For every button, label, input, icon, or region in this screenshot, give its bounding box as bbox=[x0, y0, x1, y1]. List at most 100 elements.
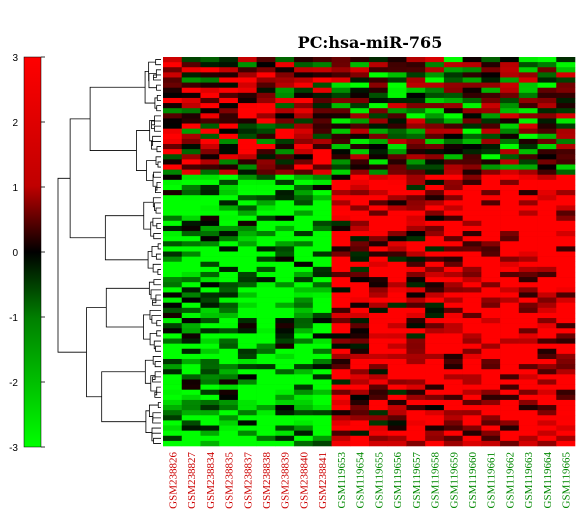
heatmap-cell bbox=[369, 410, 389, 416]
heatmap-cell bbox=[181, 57, 201, 63]
heatmap-cell bbox=[556, 261, 576, 268]
heatmap-cell bbox=[481, 297, 501, 303]
heatmap-cell bbox=[331, 271, 351, 278]
heatmap-cell bbox=[406, 333, 426, 339]
heatmap-cell bbox=[200, 256, 220, 263]
heatmap-cell bbox=[275, 323, 295, 329]
heatmap-cell bbox=[275, 374, 295, 380]
dendrogram-branch bbox=[152, 174, 157, 187]
heatmap-cell bbox=[500, 333, 520, 339]
heatmap-cell bbox=[312, 92, 332, 99]
heatmap-cell bbox=[387, 72, 407, 78]
heatmap-cell bbox=[256, 77, 276, 83]
heatmap-cell bbox=[181, 374, 201, 380]
heatmap-cell bbox=[537, 159, 557, 165]
heatmap-cell bbox=[500, 205, 520, 211]
heatmap-cell bbox=[425, 261, 445, 268]
heatmap-cell bbox=[369, 103, 389, 109]
heatmap-cell bbox=[425, 374, 445, 380]
heatmap-cell bbox=[406, 297, 426, 303]
column-label: GSM238827 bbox=[186, 452, 198, 509]
heatmap-cell bbox=[200, 358, 220, 365]
heatmap-cell bbox=[237, 384, 257, 390]
heatmap-cell bbox=[500, 97, 520, 104]
heatmap-cell bbox=[556, 399, 576, 406]
heatmap-cell bbox=[294, 149, 314, 155]
heatmap-cell bbox=[369, 282, 389, 288]
heatmap-cell bbox=[181, 312, 201, 319]
heatmap-cell bbox=[275, 246, 295, 252]
dendrogram-branch bbox=[156, 222, 161, 229]
heatmap-cell bbox=[256, 184, 276, 191]
heatmap-cell bbox=[331, 251, 351, 257]
heatmap-cell bbox=[237, 72, 257, 78]
heatmap-cell bbox=[331, 225, 351, 232]
heatmap-cell bbox=[181, 169, 201, 176]
heatmap-cell bbox=[537, 348, 557, 355]
heatmap-cell bbox=[500, 405, 520, 411]
heatmap-cell bbox=[406, 282, 426, 288]
heatmap-cell bbox=[256, 399, 276, 406]
heatmap-cell bbox=[237, 113, 257, 119]
heatmap-cell bbox=[163, 225, 183, 232]
heatmap-cell bbox=[537, 328, 557, 334]
heatmap-cell bbox=[275, 220, 295, 227]
heatmap-cell bbox=[462, 97, 482, 104]
heatmap-cell bbox=[200, 384, 220, 390]
heatmap-cell bbox=[518, 87, 538, 94]
heatmap-cell bbox=[369, 210, 389, 216]
heatmap-cell bbox=[462, 271, 482, 278]
heatmap-cell bbox=[163, 205, 183, 211]
heatmap-cell bbox=[462, 108, 482, 114]
heatmap-cell bbox=[518, 256, 538, 263]
heatmap-cell bbox=[237, 118, 257, 124]
heatmap-cell bbox=[331, 205, 351, 211]
heatmap-cell bbox=[181, 225, 201, 232]
column-label: GSM119665 bbox=[561, 452, 573, 509]
heatmap-cell bbox=[406, 164, 426, 170]
heatmap-cell bbox=[350, 174, 370, 181]
heatmap-cell bbox=[312, 282, 332, 288]
heatmap-cell bbox=[256, 405, 276, 411]
heatmap-cell bbox=[312, 430, 332, 437]
heatmap-cell bbox=[462, 318, 482, 324]
column-label: GSM119662 bbox=[504, 452, 516, 508]
heatmap-cell bbox=[312, 236, 332, 242]
heatmap-cell bbox=[500, 169, 520, 176]
heatmap-cell bbox=[518, 138, 538, 145]
heatmap-cell bbox=[350, 215, 370, 222]
heatmap-cell bbox=[556, 103, 576, 109]
heatmap-cell bbox=[163, 220, 183, 227]
heatmap-cell bbox=[350, 251, 370, 257]
heatmap-cell bbox=[275, 184, 295, 191]
heatmap-cell bbox=[369, 82, 389, 89]
heatmap-cell bbox=[406, 241, 426, 247]
heatmap-cell bbox=[369, 353, 389, 360]
heatmap-cell bbox=[294, 205, 314, 211]
heatmap-cell bbox=[163, 302, 183, 309]
heatmap-cell bbox=[500, 379, 520, 385]
heatmap-cell bbox=[163, 323, 183, 329]
heatmap-cell bbox=[275, 77, 295, 83]
heatmap-cell bbox=[275, 292, 295, 298]
heatmap-cell bbox=[406, 179, 426, 186]
heatmap-cell bbox=[331, 144, 351, 150]
heatmap-cell bbox=[200, 353, 220, 360]
heatmap-cell bbox=[537, 225, 557, 232]
heatmap-cell bbox=[518, 179, 538, 186]
heatmap-cell bbox=[200, 287, 220, 293]
heatmap-cell bbox=[369, 266, 389, 273]
heatmap-cell bbox=[312, 338, 332, 344]
heatmap-cell bbox=[219, 108, 239, 114]
heatmap-cell bbox=[406, 251, 426, 257]
heatmap-cell bbox=[406, 103, 426, 109]
heatmap-cell bbox=[481, 128, 501, 135]
heatmap-cell bbox=[500, 425, 520, 431]
heatmap-cell bbox=[481, 174, 501, 181]
heatmap-cell bbox=[500, 420, 520, 426]
heatmap-cell bbox=[331, 128, 351, 135]
heatmap-cell bbox=[518, 246, 538, 252]
dendrogram-branch bbox=[143, 314, 151, 340]
heatmap-cell bbox=[294, 425, 314, 431]
heatmap-cell bbox=[387, 348, 407, 355]
